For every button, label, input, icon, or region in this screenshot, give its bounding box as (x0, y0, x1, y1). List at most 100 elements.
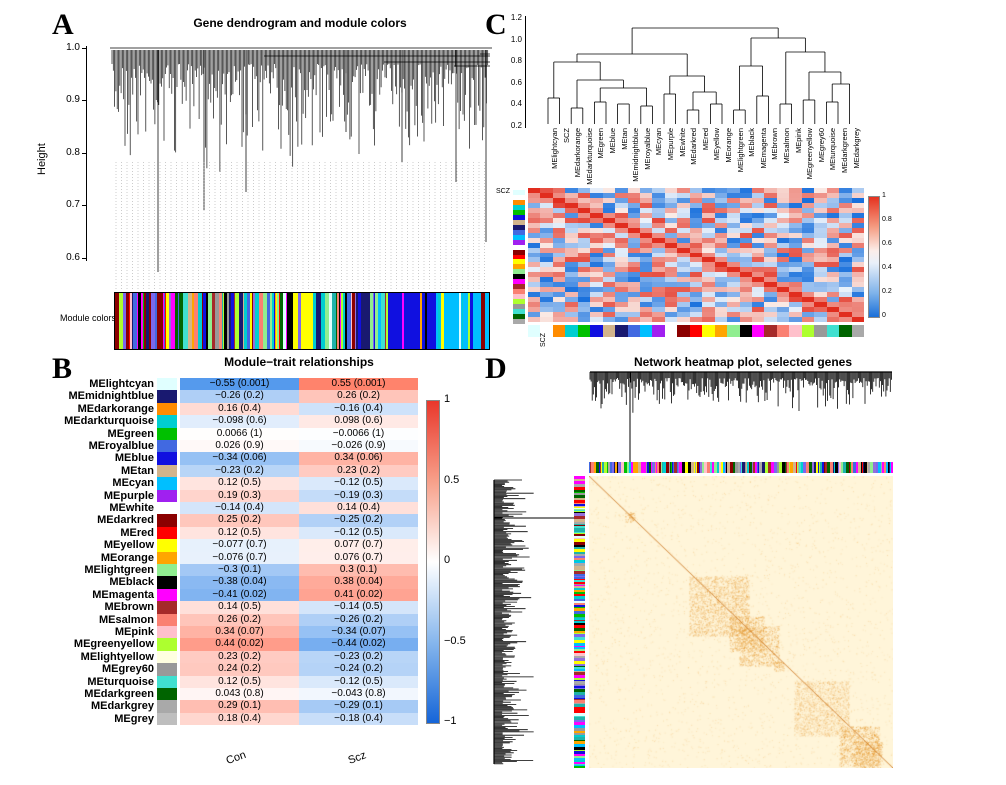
top-stripe (862, 462, 863, 473)
heatmap-cell (652, 217, 666, 224)
module-swatch (157, 539, 177, 552)
heatmap-cell (540, 262, 554, 268)
left-stripe (574, 590, 585, 592)
heatmap-cell (689, 297, 703, 303)
heatmap-cell (540, 217, 554, 224)
heatmap-cell (714, 252, 728, 258)
top-stripe (659, 462, 661, 473)
heatmap-cell (652, 192, 666, 199)
heatmap-cell (752, 197, 765, 204)
col-swatch (577, 325, 591, 337)
heatmap-cell (528, 267, 541, 273)
module-name: MEturquoise (87, 675, 154, 688)
col-swatch (727, 325, 740, 337)
heatmap-cell (677, 212, 691, 219)
heatmap-cell (714, 282, 728, 288)
left-stripe (574, 562, 585, 563)
module-color-stripe (274, 293, 275, 349)
heatmap-cell (627, 247, 641, 253)
left-stripe (574, 728, 585, 731)
left-stripe (574, 576, 585, 577)
left-stripe (574, 723, 585, 725)
heatmap-cell (851, 312, 865, 318)
heatmap-cell (826, 188, 840, 194)
con-cell: 0.16 (0.4) (180, 402, 299, 416)
table-row: 0.25 (0.2) −0.25 (0.2) (180, 514, 418, 527)
heatmap-cell (552, 217, 566, 224)
heatmap-cell (528, 207, 541, 214)
heatmap-cell (552, 207, 566, 214)
con-cell: −0.55 (0.001) (180, 378, 299, 391)
heatmap-cell (714, 242, 728, 249)
heatmap-cell (776, 197, 790, 204)
heatmap-cell (727, 192, 741, 199)
heatmap-cell (677, 188, 691, 194)
heatmap-cell (789, 188, 803, 194)
heatmap-cell (801, 292, 815, 298)
heatmap-cell (677, 307, 691, 313)
left-stripe (574, 680, 585, 681)
heatmap-cell (814, 262, 828, 268)
heatmap-cell (814, 287, 828, 293)
heatmap-cell (552, 192, 566, 199)
module-color-stripe (272, 293, 274, 349)
heatmap-cell (727, 267, 741, 273)
heatmap-cell (826, 232, 840, 239)
heatmap-cell (528, 217, 541, 224)
heatmap-cell (565, 192, 579, 199)
module-color-stripe (332, 293, 336, 349)
scz-cell: 0.34 (0.06) (299, 452, 418, 465)
left-stripe (574, 596, 585, 599)
panel-d-letter: D (485, 352, 507, 385)
module-color-stripe (476, 293, 480, 349)
top-stripe (590, 462, 591, 473)
panel-a-yaxis (86, 46, 87, 261)
heatmap-cell (677, 222, 691, 229)
heatmap-cell (739, 297, 753, 303)
module-color-stripe (115, 293, 119, 349)
heatmap-cell (702, 212, 716, 219)
heatmap-cell (764, 237, 778, 244)
top-stripe (809, 462, 812, 473)
heatmap-cell (714, 302, 728, 308)
heatmap-cell (776, 217, 790, 224)
top-stripe (765, 462, 768, 473)
module-swatch (157, 588, 177, 602)
module-color-stripe (352, 293, 355, 349)
heatmap-cell (851, 197, 865, 204)
heatmap-cell (801, 192, 815, 199)
module-color-stripe (388, 293, 389, 349)
heatmap-cell (801, 237, 815, 244)
module-name: MElightcyan (89, 378, 154, 390)
left-stripe (574, 487, 585, 490)
heatmap-cell (565, 272, 579, 278)
row-swatch (513, 309, 525, 315)
top-stripe (884, 462, 886, 473)
heatmap-cell (727, 197, 741, 204)
top-stripe (881, 462, 882, 473)
left-stripe (574, 716, 585, 717)
module-name: MEblack (109, 576, 154, 589)
module-color-stripe (329, 293, 332, 349)
left-stripe (574, 649, 585, 651)
col-swatch (602, 325, 616, 337)
heatmap-cell (689, 282, 703, 288)
module-color-stripe (456, 293, 459, 349)
row-swatch (513, 294, 525, 300)
top-stripe (839, 462, 841, 473)
module-color-stripe (202, 293, 203, 349)
heatmap-cell (764, 287, 778, 293)
heatmap-cell (689, 222, 703, 229)
panel-a-ytick: 0.6 (66, 252, 80, 263)
heatmap-cell (689, 247, 703, 253)
heatmap-cell (577, 202, 591, 209)
heatmap-cell (739, 247, 753, 253)
heatmap-cell (540, 247, 554, 253)
heatmap-cell (801, 317, 815, 323)
top-stripe (694, 462, 695, 473)
module-color-stripe (470, 293, 473, 349)
heatmap-cell (752, 212, 765, 219)
con-cell: −0.076 (0.7) (180, 551, 299, 564)
module-swatch (157, 514, 177, 527)
leaf-label: MEgreenyellow (805, 128, 815, 180)
